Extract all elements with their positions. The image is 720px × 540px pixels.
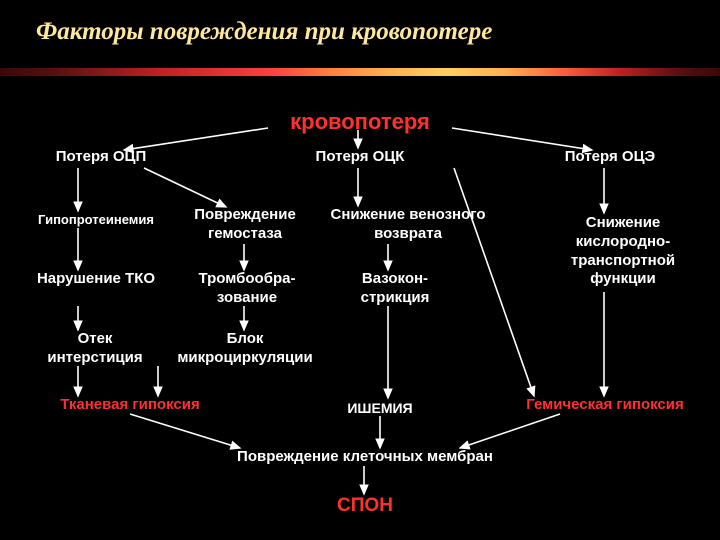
arrow-krov-oce	[452, 128, 592, 150]
node-sniz: Снижение венозного возврата	[318, 206, 498, 244]
node-spon: СПОН	[310, 494, 420, 518]
arrow-krov-ocp	[124, 128, 268, 150]
arrow-ock-gem	[454, 168, 534, 396]
page-title: Факторы повреждения при кровопотере	[0, 0, 720, 46]
node-blok: Блок микроциркуляции	[160, 330, 330, 368]
gradient-divider	[0, 68, 720, 76]
node-gem: Гемическая гипоксия	[500, 396, 710, 415]
node-oce: Потеря ОЦЭ	[545, 148, 675, 167]
node-snizkis: Снижение кислородно-транспортной функции	[548, 214, 698, 289]
node-krov: кровопотеря	[250, 108, 470, 136]
node-povrk: Повреждение клеточных мембран	[200, 448, 530, 467]
arrow-gem-povrk	[460, 414, 560, 448]
arrow-ocp-povr	[144, 168, 226, 207]
node-tkan: Тканевая гипоксия	[30, 396, 230, 415]
node-tromb: Тромбообра-зование	[182, 270, 312, 308]
node-ocp: Потеря ОЦП	[36, 148, 166, 167]
node-povr: Повреждение гемостаза	[180, 206, 310, 244]
arrow-tkan-povrk	[130, 414, 240, 448]
node-hypo: Гипопротеинемия	[16, 212, 176, 228]
node-otek: Отек интерстиция	[30, 330, 160, 368]
node-naru: Нарушение ТКО	[36, 270, 156, 289]
node-ock: Потеря ОЦК	[295, 148, 425, 167]
node-vazo: Вазокон-стрикция	[335, 270, 455, 308]
node-ish: ИШЕМИЯ	[320, 400, 440, 418]
